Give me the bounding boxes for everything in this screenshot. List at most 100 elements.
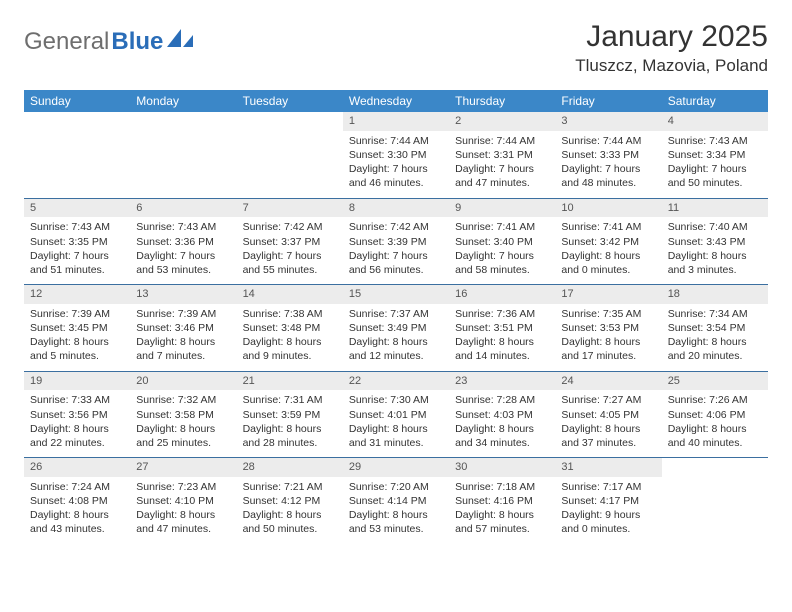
day-sunset: Sunset: 4:08 PM [30,494,124,508]
day-daylight2: and 50 minutes. [668,176,762,190]
calendar-day: 20Sunrise: 7:32 AMSunset: 3:58 PMDayligh… [130,371,236,458]
calendar-day: 21Sunrise: 7:31 AMSunset: 3:59 PMDayligh… [237,371,343,458]
calendar-day: 10Sunrise: 7:41 AMSunset: 3:42 PMDayligh… [555,198,661,285]
day-sunrise: Sunrise: 7:33 AM [30,393,124,407]
day-content: Sunrise: 7:30 AMSunset: 4:01 PMDaylight:… [343,390,449,457]
day-daylight2: and 55 minutes. [243,263,337,277]
day-sunrise: Sunrise: 7:39 AM [136,307,230,321]
day-sunset: Sunset: 4:06 PM [668,408,762,422]
day-sunrise: Sunrise: 7:44 AM [455,134,549,148]
day-number: 19 [24,372,130,391]
day-daylight1: Daylight: 7 hours [243,249,337,263]
day-number: 29 [343,458,449,477]
calendar-week: 12Sunrise: 7:39 AMSunset: 3:45 PMDayligh… [24,285,768,372]
day-daylight1: Daylight: 8 hours [243,422,337,436]
calendar-day: 7Sunrise: 7:42 AMSunset: 3:37 PMDaylight… [237,198,343,285]
day-sunset: Sunset: 3:43 PM [668,235,762,249]
calendar-day: 16Sunrise: 7:36 AMSunset: 3:51 PMDayligh… [449,285,555,372]
day-sunset: Sunset: 3:51 PM [455,321,549,335]
day-daylight2: and 17 minutes. [561,349,655,363]
day-daylight2: and 9 minutes. [243,349,337,363]
day-daylight1: Daylight: 7 hours [455,162,549,176]
calendar-day: 23Sunrise: 7:28 AMSunset: 4:03 PMDayligh… [449,371,555,458]
day-daylight2: and 0 minutes. [561,263,655,277]
day-content: Sunrise: 7:41 AMSunset: 3:42 PMDaylight:… [555,217,661,284]
day-content: Sunrise: 7:44 AMSunset: 3:31 PMDaylight:… [449,131,555,198]
page-header: GeneralBlue January 2025 Tluszcz, Mazovi… [24,20,768,76]
day-daylight1: Daylight: 8 hours [455,335,549,349]
day-number: 30 [449,458,555,477]
day-daylight1: Daylight: 8 hours [561,335,655,349]
day-daylight2: and 40 minutes. [668,436,762,450]
day-sunset: Sunset: 3:36 PM [136,235,230,249]
day-content: Sunrise: 7:32 AMSunset: 3:58 PMDaylight:… [130,390,236,457]
day-daylight1: Daylight: 8 hours [243,335,337,349]
day-number: 15 [343,285,449,304]
calendar-day: 28Sunrise: 7:21 AMSunset: 4:12 PMDayligh… [237,458,343,544]
day-sunset: Sunset: 3:34 PM [668,148,762,162]
day-number: 21 [237,372,343,391]
day-sunrise: Sunrise: 7:43 AM [668,134,762,148]
day-number: 11 [662,199,768,218]
day-sunrise: Sunrise: 7:26 AM [668,393,762,407]
day-sunrise: Sunrise: 7:20 AM [349,480,443,494]
day-daylight1: Daylight: 8 hours [349,335,443,349]
day-daylight2: and 43 minutes. [30,522,124,536]
calendar-day: 4Sunrise: 7:43 AMSunset: 3:34 PMDaylight… [662,112,768,198]
day-sunset: Sunset: 3:53 PM [561,321,655,335]
day-daylight1: Daylight: 8 hours [668,335,762,349]
day-sunrise: Sunrise: 7:38 AM [243,307,337,321]
day-daylight1: Daylight: 8 hours [136,335,230,349]
day-daylight1: Daylight: 8 hours [455,422,549,436]
day-daylight1: Daylight: 7 hours [561,162,655,176]
day-daylight1: Daylight: 8 hours [668,422,762,436]
day-sunset: Sunset: 4:12 PM [243,494,337,508]
day-daylight1: Daylight: 8 hours [561,249,655,263]
day-sunrise: Sunrise: 7:36 AM [455,307,549,321]
day-number: 5 [24,199,130,218]
day-daylight2: and 50 minutes. [243,522,337,536]
day-daylight2: and 25 minutes. [136,436,230,450]
day-sunset: Sunset: 3:45 PM [30,321,124,335]
day-sunrise: Sunrise: 7:23 AM [136,480,230,494]
day-content: Sunrise: 7:33 AMSunset: 3:56 PMDaylight:… [24,390,130,457]
calendar-day: . [662,458,768,544]
day-sunset: Sunset: 3:59 PM [243,408,337,422]
day-daylight2: and 53 minutes. [349,522,443,536]
day-sunrise: Sunrise: 7:35 AM [561,307,655,321]
day-daylight2: and 47 minutes. [136,522,230,536]
calendar-day: 1Sunrise: 7:44 AMSunset: 3:30 PMDaylight… [343,112,449,198]
day-sunset: Sunset: 3:56 PM [30,408,124,422]
calendar-body: . . . 1Sunrise: 7:44 AMSunset: 3:30 PMDa… [24,112,768,544]
day-sunrise: Sunrise: 7:43 AM [30,220,124,234]
day-daylight1: Daylight: 8 hours [561,422,655,436]
day-number: 3 [555,112,661,131]
calendar-day: 9Sunrise: 7:41 AMSunset: 3:40 PMDaylight… [449,198,555,285]
day-sunset: Sunset: 4:14 PM [349,494,443,508]
day-content: Sunrise: 7:37 AMSunset: 3:49 PMDaylight:… [343,304,449,371]
day-daylight2: and 53 minutes. [136,263,230,277]
day-number: 16 [449,285,555,304]
day-daylight1: Daylight: 7 hours [349,249,443,263]
weekday-header: Thursday [449,90,555,112]
day-sunset: Sunset: 4:10 PM [136,494,230,508]
day-number: 26 [24,458,130,477]
weekday-header: Tuesday [237,90,343,112]
calendar-day: 12Sunrise: 7:39 AMSunset: 3:45 PMDayligh… [24,285,130,372]
day-number: 25 [662,372,768,391]
day-content: Sunrise: 7:36 AMSunset: 3:51 PMDaylight:… [449,304,555,371]
calendar-day: 15Sunrise: 7:37 AMSunset: 3:49 PMDayligh… [343,285,449,372]
day-content: Sunrise: 7:42 AMSunset: 3:37 PMDaylight:… [237,217,343,284]
day-content: Sunrise: 7:42 AMSunset: 3:39 PMDaylight:… [343,217,449,284]
day-daylight1: Daylight: 7 hours [668,162,762,176]
day-number: 14 [237,285,343,304]
day-daylight2: and 31 minutes. [349,436,443,450]
day-daylight1: Daylight: 7 hours [349,162,443,176]
calendar-day: 25 Sunrise: 7:26 AMSunset: 4:06 PMDayligh… [662,371,768,458]
logo: GeneralBlue [24,28,193,56]
calendar-day: 19Sunrise: 7:33 AMSunset: 3:56 PMDayligh… [24,371,130,458]
day-daylight2: and 28 minutes. [243,436,337,450]
day-sunrise: Sunrise: 7:30 AM [349,393,443,407]
day-content: Sunrise: 7:24 AMSunset: 4:08 PMDaylight:… [24,477,130,544]
day-sunset: Sunset: 3:31 PM [455,148,549,162]
